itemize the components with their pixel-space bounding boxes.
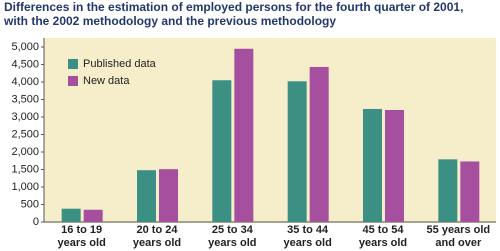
chart-title: Differences in the estimation of employe… — [4, 0, 463, 14]
legend-swatch — [68, 59, 78, 69]
x-tick-label: 35 to 44 — [287, 224, 329, 236]
bar — [363, 108, 382, 222]
bar — [460, 161, 480, 222]
y-tick-label: 4,000 — [11, 76, 39, 88]
x-tick-label: years old — [208, 237, 256, 249]
bar — [438, 159, 458, 222]
bar — [385, 110, 404, 222]
bar — [137, 170, 156, 222]
y-tick-label: 3,500 — [11, 93, 39, 105]
x-tick-label: years old — [133, 237, 181, 249]
bar — [234, 48, 254, 222]
y-tick-label: 1,000 — [11, 181, 39, 193]
y-tick-label: 2,000 — [11, 146, 39, 158]
bar — [83, 209, 103, 222]
x-tick-label: 25 to 34 — [212, 224, 254, 236]
y-tick-label: 3,000 — [11, 111, 39, 123]
y-tick-label: 1,500 — [11, 163, 39, 175]
x-tick-label: years old — [58, 237, 106, 249]
legend-label: Published data — [83, 58, 157, 70]
x-tick-label: years old — [359, 237, 407, 249]
bar — [309, 66, 329, 222]
y-tick-label: 0 — [33, 216, 39, 228]
legend-swatch — [68, 76, 78, 86]
x-tick-label: 45 to 54 — [363, 224, 405, 236]
x-tick-label: and over — [435, 237, 482, 249]
bar — [159, 169, 178, 222]
y-tick-label: 4,500 — [11, 58, 39, 70]
bar — [61, 208, 81, 222]
plot-area — [44, 38, 496, 223]
y-tick-label: 500 — [21, 198, 39, 210]
legend-label: New data — [83, 75, 130, 87]
x-tick-label: 55 years old — [427, 224, 491, 236]
bar — [287, 81, 307, 222]
chart-title: with the 2002 methodology and the previo… — [3, 14, 336, 28]
y-tick-label: 2,500 — [11, 128, 39, 140]
x-tick-label: 16 to 19 — [61, 224, 102, 236]
y-tick-label: 5,000 — [11, 41, 39, 53]
bar — [212, 80, 232, 222]
x-tick-label: years old — [284, 237, 332, 249]
x-tick-label: 20 to 24 — [137, 224, 179, 236]
